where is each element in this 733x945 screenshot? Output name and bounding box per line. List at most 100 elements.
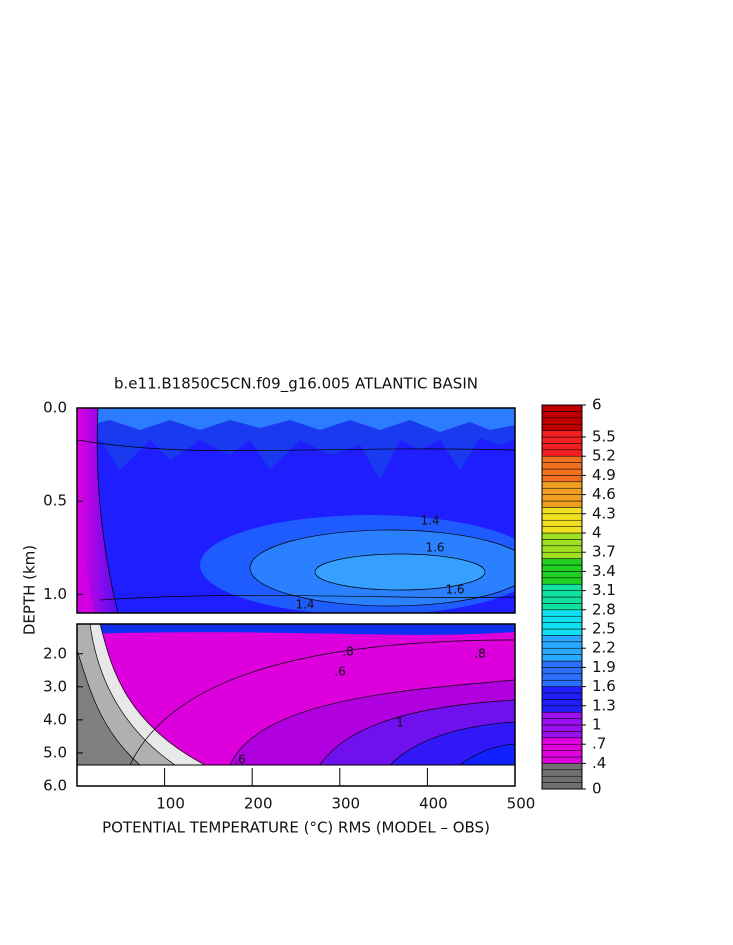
colorbar-band	[541, 647, 583, 655]
colorbar-band	[541, 724, 583, 732]
colorbar-band	[541, 558, 583, 566]
colorbar-band	[541, 462, 583, 470]
colorbar-label: 4.3	[592, 504, 616, 522]
colorbar-band	[541, 481, 583, 489]
y-tick-label: 6.0	[43, 777, 67, 795]
colorbar-band	[541, 417, 583, 425]
colorbar-band	[541, 654, 583, 662]
contour-label: .6	[234, 753, 245, 767]
colorbar-band	[541, 455, 583, 463]
colorbar-label: 1.6	[592, 677, 616, 695]
colorbar-band	[541, 526, 583, 534]
colorbar-label: 2.2	[592, 639, 616, 657]
colorbar-label: 6	[592, 396, 602, 414]
colorbar-band	[541, 603, 583, 611]
contour-label: 1.4	[295, 598, 314, 612]
colorbar-band	[541, 628, 583, 636]
colorbar-band	[541, 692, 583, 700]
colorbar-band	[541, 430, 583, 438]
colorbar-band	[541, 641, 583, 649]
colorbar-label: 5.2	[592, 447, 616, 465]
colorbar-frame	[541, 404, 583, 790]
colorbar-band	[541, 583, 583, 591]
colorbar-label: 3.4	[592, 562, 616, 580]
colorbar-band	[541, 564, 583, 572]
y-tick-label: 4.0	[43, 710, 67, 728]
y-axis-label: DEPTH (km)	[21, 545, 39, 635]
y-tick-label: 0.0	[43, 399, 67, 417]
colorbar-band	[541, 660, 583, 668]
colorbar-label: 5.5	[592, 428, 616, 446]
colorbar-band	[541, 743, 583, 751]
colorbar-band	[541, 705, 583, 713]
colorbar-band	[541, 500, 583, 508]
colorbar-label: 4	[592, 524, 602, 542]
colorbar-label: 4.6	[592, 485, 616, 503]
contour-label: 1	[396, 716, 404, 730]
contour-label: .8	[474, 647, 485, 661]
colorbar-band	[541, 782, 583, 790]
colorbar-band	[541, 699, 583, 707]
colorbar-band	[541, 686, 583, 694]
colorbar-band	[541, 411, 583, 419]
x-tick-label: 200	[244, 795, 273, 813]
y-tick-label: 2.0	[43, 644, 67, 662]
colorbar-band	[541, 667, 583, 675]
contour-label: .8	[342, 645, 353, 659]
y-tick-label: 1.0	[43, 585, 67, 603]
y-tick-label: 5.0	[43, 743, 67, 761]
colorbar-band	[541, 622, 583, 630]
colorbar-band	[541, 494, 583, 502]
colorbar-band	[541, 436, 583, 444]
y-tick-label: 3.0	[43, 677, 67, 695]
colorbar-band	[541, 673, 583, 681]
lower-field	[77, 624, 515, 765]
colorbar-band	[541, 596, 583, 604]
chart-title: b.e11.B1850C5CN.f09_g16.005 ATLANTIC BAS…	[114, 375, 478, 394]
colorbar-band	[541, 679, 583, 687]
colorbar-label: 1.9	[592, 658, 616, 676]
colorbar-band	[541, 750, 583, 758]
colorbar-band	[541, 718, 583, 726]
upper-frame	[76, 407, 516, 614]
colorbar-label: 3.7	[592, 543, 616, 561]
y-tick-label: 0.5	[43, 492, 67, 510]
contour-label: .6	[334, 665, 345, 679]
x-tick-label: 300	[331, 795, 360, 813]
contour-label: 1.6	[445, 583, 464, 597]
colorbar-band	[541, 507, 583, 515]
colorbar-band	[541, 615, 583, 623]
upper-field	[77, 408, 515, 613]
colorbar-label: .4	[592, 754, 606, 772]
colorbar-band	[541, 443, 583, 451]
x-tick-label: 400	[419, 795, 448, 813]
colorbar-band	[541, 609, 583, 617]
colorbar-label: 3.1	[592, 581, 616, 599]
lower-frame	[76, 623, 516, 787]
colorbar-band	[541, 731, 583, 739]
colorbar-label: 2.8	[592, 600, 616, 618]
colorbar-band	[541, 775, 583, 783]
colorbar-band	[541, 756, 583, 764]
colorbar-band	[541, 590, 583, 598]
colorbar-band	[541, 532, 583, 540]
colorbar-label: 4.9	[592, 466, 616, 484]
colorbar-band	[541, 487, 583, 495]
colorbar-band	[541, 539, 583, 547]
colorbar-band	[541, 423, 583, 431]
colorbar-band	[541, 475, 583, 483]
colorbar-band	[541, 571, 583, 579]
colorbar-band	[541, 519, 583, 527]
colorbar-label: .7	[592, 735, 606, 753]
colorbar-label: 1.3	[592, 696, 616, 714]
colorbar-band	[541, 769, 583, 777]
colorbar-band	[541, 468, 583, 476]
x-tick-label: 500	[507, 795, 536, 813]
colorbar-band	[541, 711, 583, 719]
contour-label: 1.6	[425, 541, 444, 555]
colorbar-band	[541, 551, 583, 559]
x-axis-label: POTENTIAL TEMPERATURE (°C) RMS (MODEL – …	[102, 819, 490, 837]
colorbar-band	[541, 635, 583, 643]
colorbar-band	[541, 404, 583, 412]
